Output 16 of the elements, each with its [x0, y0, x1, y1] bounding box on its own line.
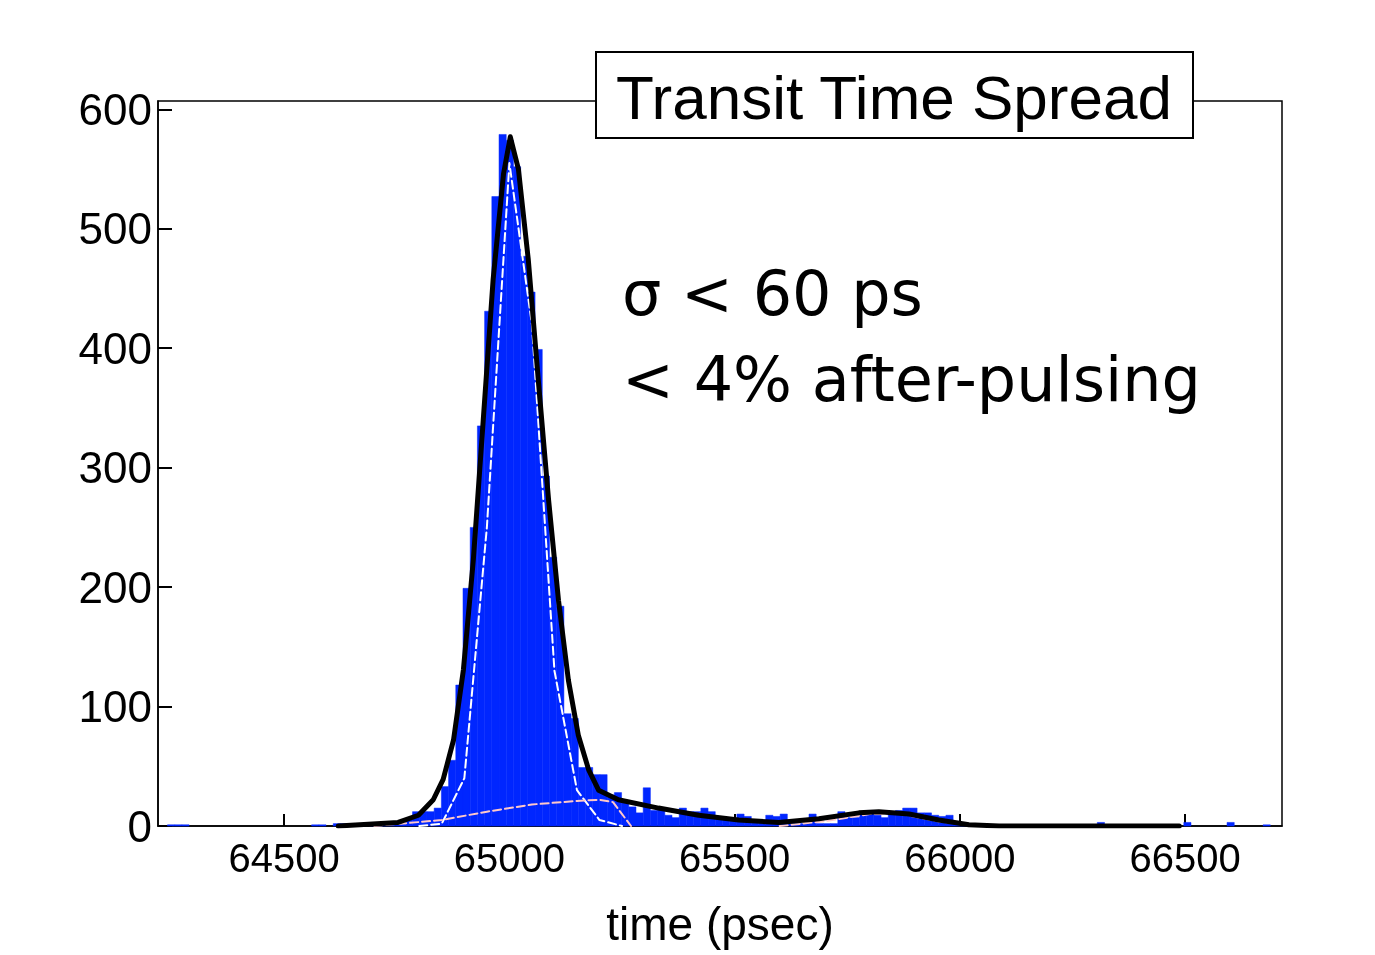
x-tick-label: 66000	[904, 836, 1016, 880]
y-tick-label: 400	[78, 323, 152, 373]
y-tick-label: 200	[78, 562, 152, 612]
x-tick-label: 66500	[1129, 836, 1241, 880]
annotation: < 4% after-pulsing	[622, 342, 1201, 416]
y-tick-label: 500	[78, 204, 152, 254]
x-tick-label: 65500	[679, 836, 791, 880]
y-tick-label: 100	[78, 682, 152, 732]
x-axis-title: time (psec)	[606, 898, 834, 950]
x-tick-label: 65000	[453, 836, 566, 880]
annotation: σ < 60 ps	[622, 256, 923, 330]
y-tick-label: 300	[78, 443, 152, 493]
x-tick-label: 64500	[228, 836, 340, 880]
chart-title: Transit Time Spread	[616, 62, 1172, 132]
y-tick-label: 600	[78, 84, 152, 134]
y-tick-label: 0	[127, 801, 152, 851]
